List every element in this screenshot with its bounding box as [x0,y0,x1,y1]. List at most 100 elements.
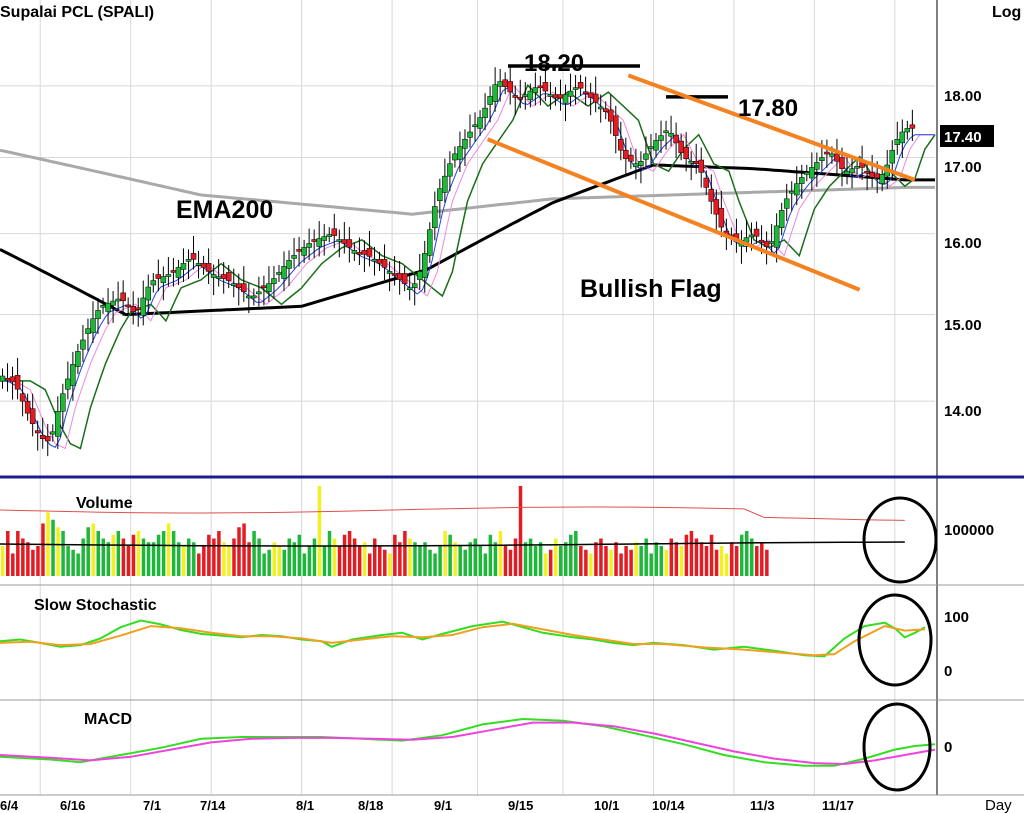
volume-title: Volume [76,495,133,512]
candle-body [75,351,81,367]
volume-bar [579,546,583,576]
candle-body [492,84,498,102]
volume-bar [674,542,679,576]
volume-bar [166,523,171,576]
candle-body [427,229,433,256]
volume-bar [252,531,256,576]
candle-body [110,300,116,306]
volume-bar [719,546,724,576]
candle-body [909,124,916,129]
volume-bar [352,538,357,576]
candle-body [477,117,483,129]
stochastic-title: Slow Stochastic [34,597,157,614]
candle-body [778,210,785,229]
candle-body [613,115,619,136]
volume-bar [750,538,754,576]
volume-bar [503,546,508,576]
annotation-ema200: EMA200 [176,196,273,224]
volume-bar [247,542,251,576]
annotation-high-1: 18.20 [524,50,584,77]
candle-body [220,274,227,279]
stochastic-k-line [0,619,926,658]
volume-bar [267,549,271,576]
candle-body [422,253,428,278]
candle-body [572,87,579,90]
channel-lower-line [486,137,861,292]
volume-bar [171,531,176,576]
candle-body [286,260,292,269]
volume-bar [357,546,362,576]
candle-body [361,250,368,255]
candle-body [9,376,16,383]
volume-bar [11,553,15,576]
volume-bar [574,531,578,576]
volume-bar [367,553,372,576]
x-tick-label: 9/15 [508,798,533,813]
volume-bar [76,553,80,576]
volume-bar [448,534,452,576]
volume-bar [739,534,744,576]
volume-bar [669,538,674,576]
volume-bar [760,542,764,576]
price-tick-15: 15.00 [944,317,982,334]
candle-body [34,430,41,434]
volume-bar [433,553,437,576]
candle-body [592,93,599,103]
volume-bar [403,531,407,576]
candle-body [839,157,845,169]
price-tick-18: 18.00 [944,88,982,105]
volume-bar [181,546,186,576]
candle-body [256,291,262,295]
volume-bar [584,549,588,576]
price-tick-14: 14.00 [944,403,982,420]
candle-body [145,286,152,301]
candle-body [130,306,136,313]
candle-body [854,165,860,169]
volume-bar [724,553,729,576]
candle-body [341,239,348,244]
volume-bar [262,553,266,576]
candle-body [618,138,624,151]
candle-body [708,189,715,202]
candle-body [225,272,232,281]
candle-body [366,248,373,257]
ema-pink-line [0,84,935,450]
candle-body [371,259,378,262]
candle-body [894,138,901,145]
candle-body [195,263,202,266]
candle-body [864,170,870,174]
x-tick-label: 8/18 [358,798,383,813]
volume-bar [418,546,422,576]
candle-body [326,234,332,237]
candle-body [140,297,147,316]
volume-bar [594,542,598,576]
volume-bar [136,531,141,576]
volume-bar [242,523,246,576]
volume-bar [106,542,111,576]
volume-bar [599,538,603,576]
candle-body [311,239,317,242]
volume-bar [644,538,648,576]
volume-bar [383,549,387,576]
volume-bar [498,531,503,576]
candle-body [321,236,327,241]
candle-body [185,259,192,262]
volume-bar [111,534,116,576]
candle-body [165,274,172,277]
volume-bar [202,546,206,576]
candle-body [266,283,272,293]
candle-body [557,94,564,99]
volume-bar [629,549,633,576]
candle-body [175,267,182,278]
volume-bar [56,527,60,576]
volume-bar [654,542,658,576]
grid-lines [0,0,1024,796]
candle-body [170,270,177,273]
volume-bar [126,546,131,576]
candle-body [608,109,614,122]
volume-bar [232,538,236,576]
candle-body [376,259,383,264]
volume-bar [744,531,749,576]
candle-body [406,287,413,290]
